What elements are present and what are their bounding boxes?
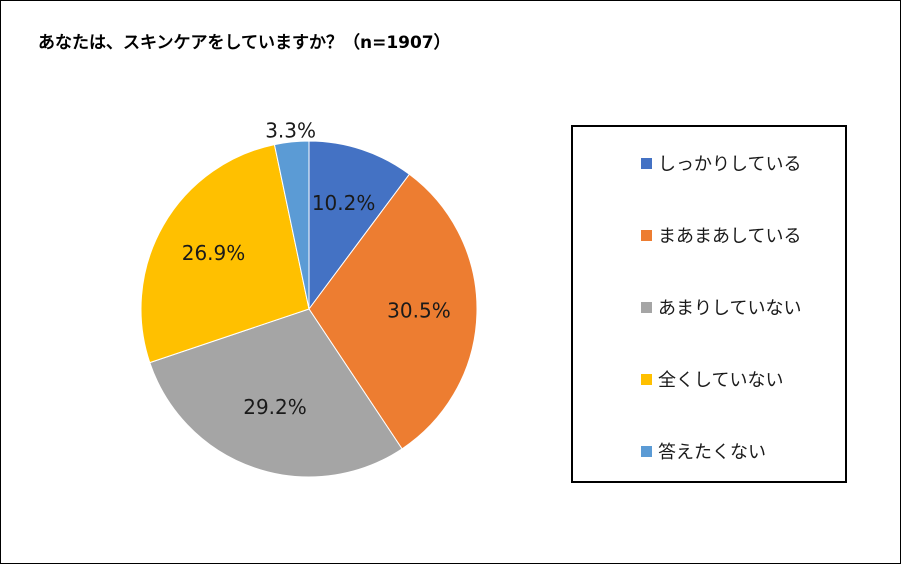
slice-data-label: 10.2% bbox=[312, 191, 376, 215]
legend-item: しっかりしている bbox=[641, 150, 801, 176]
legend-swatch bbox=[641, 157, 652, 169]
legend-item: 全くしていない bbox=[641, 366, 783, 392]
pie-slice-4 bbox=[140, 143, 310, 364]
pie-slice-2 bbox=[308, 173, 478, 450]
pie-slice-5 bbox=[273, 140, 310, 310]
legend-label: 全くしていない bbox=[658, 370, 784, 391]
legend-item: 答えたくない bbox=[641, 438, 766, 464]
legend-item: まあまあしている bbox=[641, 222, 801, 248]
slice-data-label: 26.9% bbox=[182, 241, 246, 265]
legend-swatch bbox=[641, 229, 652, 241]
legend-swatch bbox=[641, 373, 652, 385]
legend-label: まあまあしている bbox=[658, 226, 802, 247]
chart-title: あなたは、スキンケアをしていますか？（n=1907） bbox=[38, 33, 451, 53]
legend-label: しっかりしている bbox=[658, 154, 802, 175]
slice-data-label: 30.5% bbox=[387, 298, 451, 322]
slice-data-label: 3.3% bbox=[265, 118, 316, 142]
pie-slice-3 bbox=[149, 308, 403, 478]
legend: しっかりしている まあまあしている あまりしていない 全くしていない 答えたくない bbox=[571, 125, 847, 483]
legend-label: 答えたくない bbox=[658, 442, 766, 463]
slice-data-label: 29.2% bbox=[243, 395, 307, 419]
legend-label: あまりしていない bbox=[658, 298, 802, 319]
legend-swatch bbox=[641, 301, 652, 313]
pie-slice-1 bbox=[308, 140, 411, 311]
legend-item: あまりしていない bbox=[641, 294, 801, 320]
legend-swatch bbox=[641, 445, 652, 457]
